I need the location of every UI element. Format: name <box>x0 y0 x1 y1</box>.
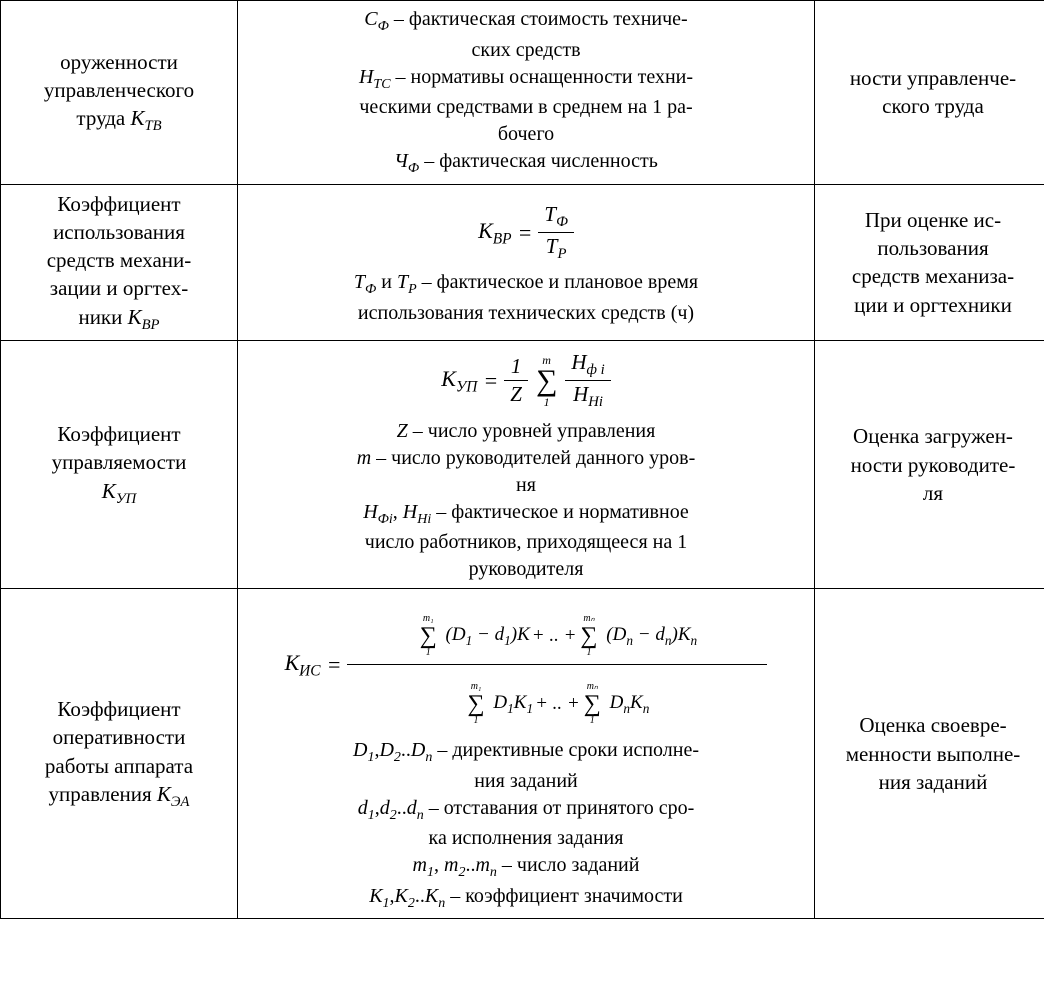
formula-cell: КВР = TФ TР ТФ и ТР – фактическое и план… <box>238 184 815 341</box>
table-row: оруженностиуправленческоготруда КТВСФ – … <box>1 1 1044 185</box>
page: оруженностиуправленческоготруда КТВСФ – … <box>0 0 1044 919</box>
coefficient-name-cell: КоэффициентуправляемостиКУП <box>1 341 238 589</box>
sigma: m₁ ∑ 1 <box>468 682 485 726</box>
formula: КВР = TФ TР <box>478 203 574 263</box>
sigma: m ∑ 1 <box>536 354 557 408</box>
formula-cell: СФ – фактическая стоимость техниче-ских … <box>238 1 815 185</box>
formula-cell: КУП = 1 Z m ∑ 1 Hф i HНi Z – число уровн… <box>238 341 815 589</box>
sigma: m₁ ∑ 1 <box>420 614 437 658</box>
table-row: КоэффициентуправляемостиКУП КУП = 1 Z m … <box>1 341 1044 589</box>
table-body: оруженностиуправленческоготруда КТВСФ – … <box>1 1 1044 919</box>
fraction: TФ TР <box>538 203 574 263</box>
formula-cell: КИС = m₁ ∑ 1 (D1 − d1)K + .. + mₙ ∑ 1 (D… <box>238 589 815 919</box>
fraction: m₁ ∑ 1 (D1 − d1)K + .. + mₙ ∑ 1 (Dn − dn… <box>347 599 767 730</box>
usage-cell: Оценка своевре-менности выполне-ния зада… <box>815 589 1044 919</box>
table-row: Коэффициентоперативностиработы аппаратау… <box>1 589 1044 919</box>
sigma: mₙ ∑ 1 <box>584 682 601 726</box>
coefficient-name-cell: оруженностиуправленческоготруда КТВ <box>1 1 238 185</box>
formula: КУП = 1 Z m ∑ 1 Hф i HНi <box>441 351 610 411</box>
coefficient-name-cell: Коэффициентиспользованиясредств механи-з… <box>1 184 238 341</box>
coefficients-table: оруженностиуправленческоготруда КТВСФ – … <box>0 0 1044 919</box>
usage-cell: ности управленче-ского труда <box>815 1 1044 185</box>
fraction: Hф i HНi <box>565 351 610 411</box>
usage-cell: При оценке ис-пользованиясредств механиз… <box>815 184 1044 341</box>
usage-cell: Оценка загружен-ности руководите-ля <box>815 341 1044 589</box>
coefficient-name-cell: Коэффициентоперативностиработы аппаратау… <box>1 589 238 919</box>
formula: КИС = m₁ ∑ 1 (D1 − d1)K + .. + mₙ ∑ 1 (D… <box>285 599 768 730</box>
fraction: 1 Z <box>504 355 528 406</box>
sigma: mₙ ∑ 1 <box>580 614 597 658</box>
table-row: Коэффициентиспользованиясредств механи-з… <box>1 184 1044 341</box>
